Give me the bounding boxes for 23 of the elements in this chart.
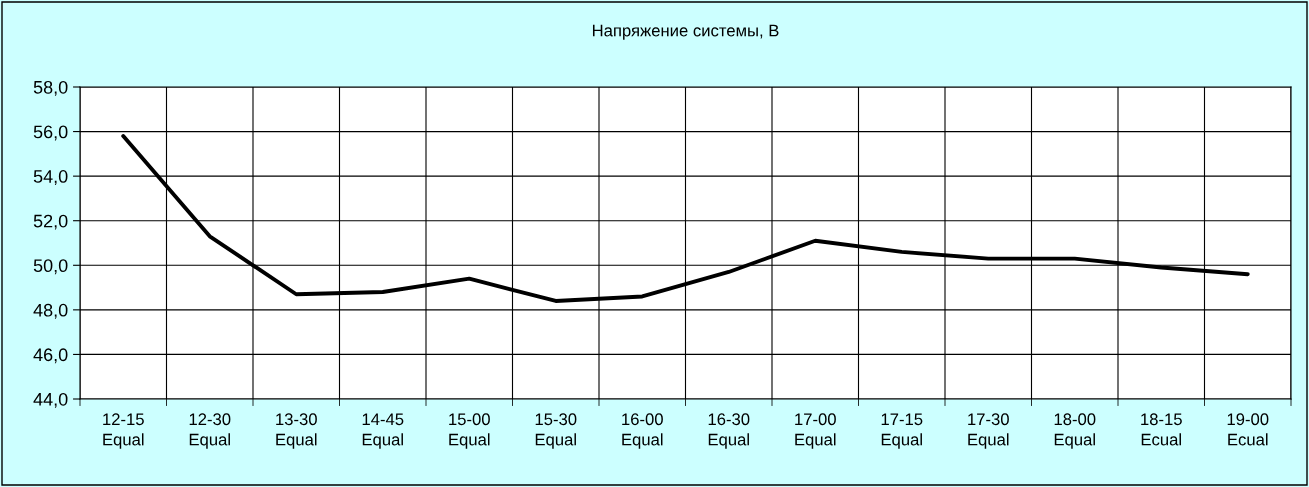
y-tick-label: 50,0 [33,259,68,275]
x-tick-label: 16-00 Equal [622,413,663,449]
y-tick-label: 52,0 [33,214,68,230]
y-tick-label: 56,0 [33,125,68,141]
y-tick-label: 48,0 [33,303,68,319]
y-tick-label: 46,0 [33,348,68,364]
x-tick-label: 12-15 Equal [103,413,144,449]
y-tick-label: 58,0 [33,80,68,96]
x-tick-label: 13-30 Equal [276,413,317,449]
x-tick-label: 17-30 Equal [968,413,1009,449]
x-tick-label: 17-00 Equal [795,413,836,449]
x-tick-label: 15-00 Equal [449,413,490,449]
y-tick-label: 44,0 [33,392,68,408]
x-tick-label: 18-00 Equal [1054,413,1096,449]
x-tick-label: 19-00 Ecual [1227,413,1269,446]
x-tick-label: 17-15 Equal [881,413,923,449]
x-tick-label: 12-30 Equal [189,413,231,449]
x-tick-label: 15-30 Equal [535,413,577,449]
x-tick-label: 14-45 Equal [362,413,404,449]
chart-title: Напряжение системы, В [592,24,779,40]
y-tick-label: 54,0 [33,170,68,185]
x-tick-label: 16-30 Equal [708,413,750,449]
x-tick-label: 18-15 Ecual [1141,413,1182,446]
